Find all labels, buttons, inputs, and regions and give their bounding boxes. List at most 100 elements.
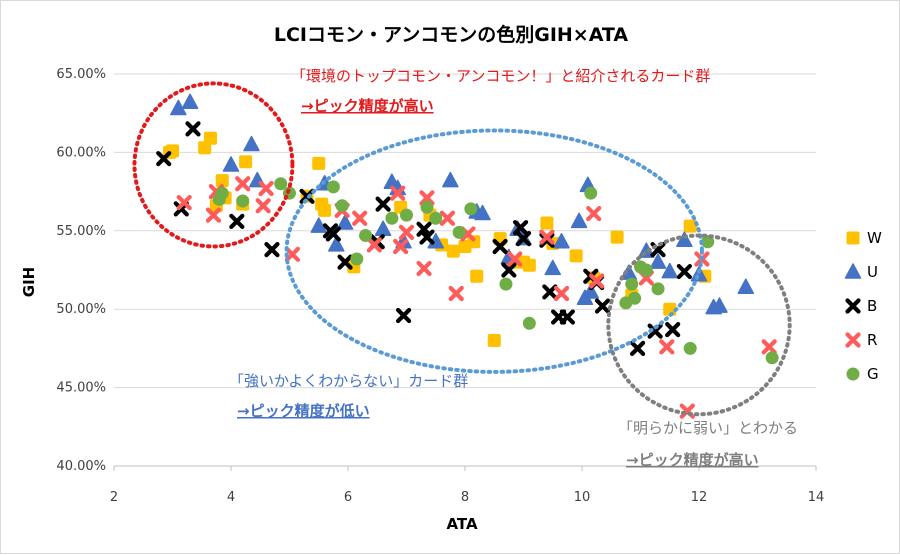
legend-marker-G (846, 367, 860, 381)
point-G (236, 194, 250, 208)
region-ellipse-0 (132, 81, 295, 249)
point-R (398, 224, 415, 240)
point-G (625, 277, 639, 291)
y-axis-title: GIH (20, 267, 38, 297)
legend-marker-W (846, 231, 860, 245)
point-R (553, 285, 570, 302)
point-G (420, 200, 434, 214)
point-B (264, 242, 280, 258)
point-G (683, 341, 697, 355)
point-B (185, 121, 201, 137)
point-R (176, 194, 192, 211)
y-tick-label: 60.00% (56, 145, 106, 160)
point-R (235, 176, 251, 192)
point-W (312, 156, 326, 170)
legend-marker-R (845, 332, 861, 348)
point-G (326, 180, 340, 194)
point-B (629, 340, 646, 356)
point-R (419, 190, 435, 206)
point-G (274, 177, 288, 191)
point-B (676, 263, 692, 280)
annotation-red-line2: →ピック精度が高い (301, 97, 434, 115)
point-G (584, 186, 598, 200)
point-U (582, 283, 600, 299)
x-tick-label: 14 (808, 490, 825, 505)
point-R (448, 285, 464, 302)
point-U (737, 278, 755, 294)
point-U (711, 297, 728, 313)
point-W (569, 249, 583, 263)
point-G (464, 202, 478, 216)
point-B (515, 231, 532, 247)
point-W (318, 203, 332, 217)
point-G (385, 211, 399, 225)
highlight-regions (132, 81, 792, 417)
point-G (350, 252, 364, 266)
point-W (683, 219, 697, 233)
y-tick-label: 40.00% (56, 459, 106, 474)
point-G (215, 186, 229, 200)
point-U (553, 233, 570, 249)
point-B (395, 307, 412, 324)
point-R (352, 210, 368, 226)
x-tick-label: 2 (110, 490, 118, 505)
axes: 40.00% 45.00% 50.00% 55.00% 60.00% 65.00% 2 4 6 8… (56, 67, 824, 505)
point-G (400, 208, 413, 222)
point-U (181, 93, 199, 109)
point-G (359, 229, 373, 243)
point-W (540, 216, 554, 230)
region-ellipse-1 (284, 128, 704, 374)
point-B (539, 232, 555, 248)
point-R (393, 238, 409, 255)
legend-item-B: B (845, 297, 877, 315)
y-tick-label: 50.00% (56, 302, 106, 317)
point-G (499, 277, 513, 291)
x-tick-label: 4 (227, 490, 235, 505)
point-U (328, 236, 345, 252)
legend-item-R: R (845, 331, 877, 349)
point-G (701, 235, 715, 249)
point-U (243, 135, 260, 152)
y-tick-label: 55.00% (56, 224, 106, 239)
annotation-blue-line2: →ピック精度が低い (237, 402, 370, 420)
point-W (215, 174, 229, 188)
point-W (446, 244, 460, 258)
y-tick-label: 45.00% (56, 381, 106, 396)
point-W (610, 230, 624, 244)
data-points (156, 93, 779, 419)
legend-label-B: B (867, 297, 877, 315)
point-W (487, 334, 501, 348)
point-U (336, 214, 354, 230)
point-G (628, 291, 642, 305)
legend-label-R: R (867, 331, 877, 349)
point-R (586, 205, 602, 222)
point-R (761, 339, 777, 355)
y-tick-label: 65.00% (56, 67, 106, 82)
point-R (507, 251, 523, 267)
point-R (416, 260, 432, 277)
point-G (522, 316, 536, 330)
x-axis-title: ATA (446, 515, 478, 533)
point-B (229, 213, 245, 229)
legend-item-W: W (846, 229, 882, 247)
point-B (542, 284, 558, 300)
point-R (390, 185, 406, 201)
point-U (649, 253, 667, 269)
point-B (647, 323, 663, 339)
x-tick-label: 12 (691, 490, 708, 505)
point-G (429, 211, 443, 225)
point-R (589, 273, 605, 289)
annotation-red-line1: 「環境のトップコモン・アンコモン！」と紹介されるカード群 (291, 67, 710, 85)
point-W (522, 258, 536, 272)
point-B (594, 298, 611, 314)
point-W (239, 155, 253, 169)
x-tick-label: 8 (461, 490, 469, 505)
point-B (559, 309, 575, 325)
point-G (765, 351, 779, 365)
point-R (284, 246, 301, 262)
point-B (375, 196, 391, 212)
point-B (492, 238, 508, 255)
